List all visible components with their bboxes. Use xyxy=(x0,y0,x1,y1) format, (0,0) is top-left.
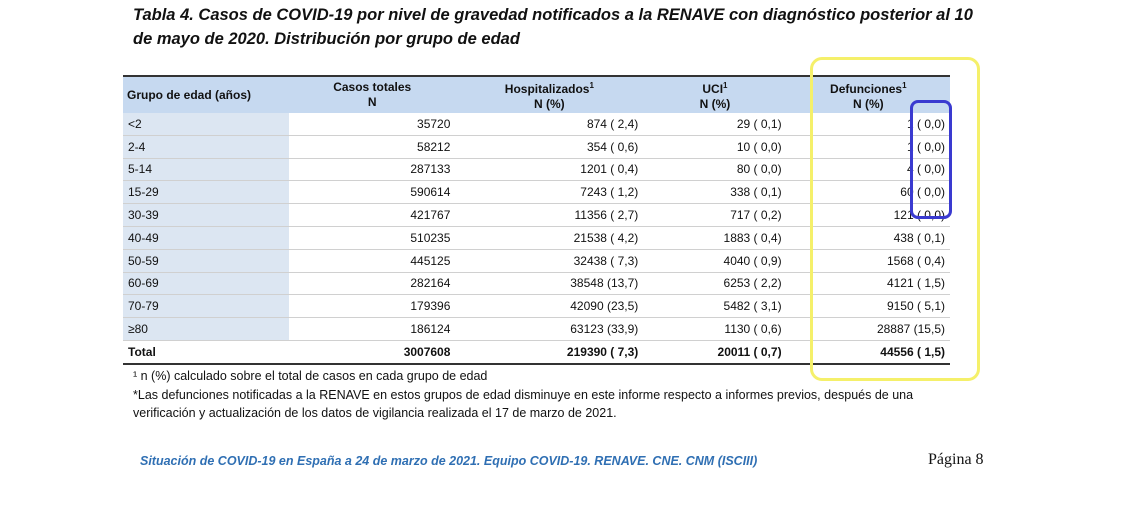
cell: 5482 ( 3,1) xyxy=(643,294,787,319)
cell: 1130 ( 0,6) xyxy=(643,317,787,341)
cell: 58212 xyxy=(289,135,456,159)
cell: 32438 ( 7,3) xyxy=(455,249,644,273)
header-cell: Casos totales N xyxy=(289,75,456,113)
highlight-blue xyxy=(910,100,952,219)
header-label: Hospitalizados xyxy=(504,82,590,96)
table-row: 50-59 445125 32438 ( 7,3) 4040 ( 0,9) 1568 (… xyxy=(123,249,950,273)
header-sup: 1 xyxy=(589,81,594,90)
header-cell: Grupo de edad (años) xyxy=(123,75,289,113)
table-row: <2 35720 874 ( 2,4) 29 ( 0,1) 1 ( 0,0) xyxy=(123,113,950,136)
header-label: Casos totales xyxy=(333,80,412,94)
cell: 717 ( 0,2) xyxy=(643,203,787,227)
note: verificación y actualización de los dato… xyxy=(133,406,617,420)
table-row: 5-14 287133 1201 ( 0,4) 80 ( 0,0) 4 ( 0,0) xyxy=(123,158,950,182)
cell: 179396 xyxy=(289,294,456,319)
cell: 7243 ( 1,2) xyxy=(455,180,644,205)
cell: 338 ( 0,1) xyxy=(643,180,787,205)
header-label: UCI xyxy=(702,82,724,96)
cell: 70-79 xyxy=(123,294,289,319)
table-row: ≥80 186124 63123 (33,9) 1130 ( 0,6) 28887 (1… xyxy=(123,317,950,341)
cell: 445125 xyxy=(289,249,456,273)
cell: 38548 (13,7) xyxy=(455,272,644,296)
title: de mayo de 2020. Distribución por grupo … xyxy=(133,30,520,48)
cell: 4 ( 0,0) xyxy=(786,158,950,182)
header-unit: N (%) xyxy=(534,97,565,111)
cell: 510235 xyxy=(289,226,456,250)
table-row: 60-69 282164 38548 (13,7) 6253 ( 2,2) 4121 (… xyxy=(123,272,950,296)
table-row: 15-29 590614 7243 ( 1,2) 338 ( 0,1) 60 ( 0,0… xyxy=(123,180,950,205)
cell: 63123 (33,9) xyxy=(455,317,644,341)
table: Grupo de edad (años) Casos totales N Hospit… xyxy=(123,75,950,365)
note: ¹ n (%) calculado sobre el total de caso… xyxy=(133,369,488,383)
cell: 29 ( 0,1) xyxy=(643,113,787,136)
cell: 1 ( 0,0) xyxy=(786,135,950,159)
cell: 44556 ( 1,5) xyxy=(786,339,950,365)
table-row: 40-49 510235 21538 ( 4,2) 1883 ( 0,4) 438 ( … xyxy=(123,226,950,250)
cell: 30-39 xyxy=(123,203,289,227)
cell: 354 ( 0,6) xyxy=(455,135,644,159)
cell: 1883 ( 0,4) xyxy=(643,226,787,250)
header-sup: 1 xyxy=(902,81,907,90)
cell: 186124 xyxy=(289,317,456,341)
cell: 42090 (23,5) xyxy=(455,294,644,319)
header-sup: 1 xyxy=(723,81,728,90)
cell: 282164 xyxy=(289,272,456,296)
highlight-yellow xyxy=(810,57,980,381)
cell: 15-29 xyxy=(123,180,289,205)
cell: 6253 ( 2,2) xyxy=(643,272,787,296)
cell: 40-49 xyxy=(123,226,289,250)
table-row: 2-4 58212 354 ( 0,6) 10 ( 0,0) 1 ( 0,0) xyxy=(123,135,950,159)
cell: 80 ( 0,0) xyxy=(643,158,787,182)
cell: 4121 ( 1,5) xyxy=(786,272,950,296)
page-number: Página 8 xyxy=(928,451,984,468)
total-row: Total 3007608 219390 ( 7,3) 20011 ( 0,7) 445… xyxy=(123,339,950,365)
cell: 4040 ( 0,9) xyxy=(643,249,787,273)
header-unit: N xyxy=(367,95,377,109)
cell: 1568 ( 0,4) xyxy=(786,249,950,273)
cell: 11356 ( 2,7) xyxy=(455,203,644,227)
header-unit: N (%) xyxy=(852,97,884,111)
header-cell: UCI1 N (%) xyxy=(643,75,787,113)
cell: 50-59 xyxy=(123,249,289,273)
title: Tabla 4. Casos de COVID-19 por nivel de … xyxy=(133,6,973,24)
cell: 287133 xyxy=(289,158,456,182)
cell: 10 ( 0,0) xyxy=(643,135,787,159)
cell: 438 ( 0,1) xyxy=(786,226,950,250)
header-row: Grupo de edad (años) Casos totales N Hospit… xyxy=(123,75,950,113)
header-label: Defunciones xyxy=(830,82,903,96)
header-cell: Defunciones1 N (%) xyxy=(786,75,950,113)
table-row: 30-39 421767 11356 ( 2,7) 717 ( 0,2) 121 ( 0… xyxy=(123,203,950,227)
cell: <2 xyxy=(123,113,289,136)
cell: 5-14 xyxy=(123,158,289,182)
header-cell: Hospitalizados1 N (%) xyxy=(455,75,644,113)
cell: 35720 xyxy=(289,113,456,136)
cell: ≥80 xyxy=(123,317,289,341)
footer-source: Situación de COVID-19 en España a 24 de … xyxy=(140,454,758,468)
note: *Las defunciones notificadas a la RENAVE… xyxy=(133,388,914,402)
cell: 3007608 xyxy=(289,339,456,365)
cell: Total xyxy=(123,339,289,365)
cell: 20011 ( 0,7) xyxy=(643,339,787,365)
cell: 60-69 xyxy=(123,272,289,296)
cell: 21538 ( 4,2) xyxy=(455,226,644,250)
cell: 9150 ( 5,1) xyxy=(786,294,950,319)
cell: 421767 xyxy=(289,203,456,227)
cell: 590614 xyxy=(289,180,456,205)
cell: 1 ( 0,0) xyxy=(786,113,950,136)
table-row: 70-79 179396 42090 (23,5) 5482 ( 3,1) 9150 (… xyxy=(123,294,950,319)
cell: 874 ( 2,4) xyxy=(455,113,644,136)
header-label: Grupo de edad (años) xyxy=(127,87,252,102)
cell: 219390 ( 7,3) xyxy=(455,339,644,365)
cell: 2-4 xyxy=(123,135,289,159)
cell: 1201 ( 0,4) xyxy=(455,158,644,182)
header-unit: N (%) xyxy=(699,97,731,111)
